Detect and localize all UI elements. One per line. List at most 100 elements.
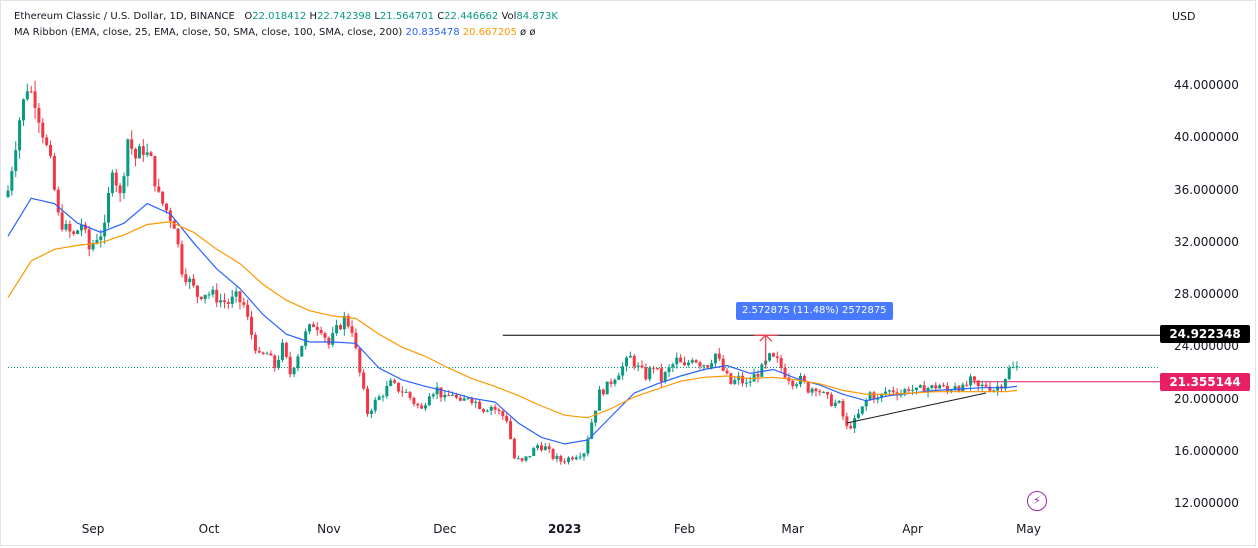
candle-body <box>358 348 362 373</box>
candle-body <box>822 392 826 394</box>
candle-body <box>493 406 497 410</box>
candle-body <box>335 325 339 334</box>
candle-body <box>385 385 389 397</box>
candle-body <box>327 337 331 345</box>
candle-body <box>655 368 659 370</box>
y-tick-label: 20.000000 <box>1174 391 1239 406</box>
candle-body <box>652 367 656 369</box>
candle-body <box>679 357 683 363</box>
candle-body <box>489 406 493 411</box>
price-range-measure-label: 2.572875 (11.48%) 2572875 <box>736 302 893 320</box>
candle-body <box>740 375 744 384</box>
candle-body <box>768 353 772 361</box>
candle-body <box>617 375 621 380</box>
candle-body <box>632 355 636 367</box>
candle-body <box>478 401 482 410</box>
candle-body <box>891 390 895 393</box>
candle-body <box>431 394 435 397</box>
x-tick-label: Dec <box>433 522 457 536</box>
candle-body <box>311 324 315 328</box>
y-tick-label: 16.000000 <box>1174 443 1239 458</box>
candle-body <box>447 394 451 396</box>
candle-body <box>903 389 907 394</box>
ma-ribbon-legend: MA Ribbon (EMA, close, 25, EMA, close, 5… <box>14 27 535 38</box>
candle-body <box>733 379 737 384</box>
candle-body <box>625 357 629 367</box>
candle-body <box>702 365 706 367</box>
candle-body <box>234 291 238 297</box>
candle-body <box>965 384 969 386</box>
candle-body <box>860 406 864 414</box>
candle-body <box>501 411 505 417</box>
candle-body <box>833 402 837 407</box>
candle-body <box>992 390 996 392</box>
candle-body <box>265 353 269 355</box>
candle-body <box>168 210 172 221</box>
candle-body <box>408 391 412 398</box>
candle-body <box>60 212 64 230</box>
x-tick-label: Mar <box>781 522 805 536</box>
candle-body <box>257 350 261 353</box>
candle-body <box>675 357 679 365</box>
candle-body <box>512 438 516 459</box>
symbol-legend: Ethereum Classic / U.S. Dollar, 1D, BINA… <box>14 11 558 22</box>
candle-body <box>373 399 377 411</box>
candle-body <box>671 364 675 368</box>
candle-body <box>694 360 698 363</box>
trendline <box>846 392 987 424</box>
candle-body <box>547 446 551 450</box>
candle-body <box>980 384 984 387</box>
x-tick-label: Feb <box>673 522 696 536</box>
candle-body <box>911 389 915 391</box>
candle-body <box>683 362 687 366</box>
candle-body <box>49 144 53 156</box>
candle-body <box>226 302 230 304</box>
candle-body <box>644 367 648 380</box>
candle-body <box>748 381 752 383</box>
candle-body <box>14 150 18 171</box>
high-value: 22.742398 <box>317 11 372 22</box>
candle-body <box>404 391 408 393</box>
low-value: 21.564701 <box>379 11 434 22</box>
candle-body <box>466 397 470 399</box>
candle-body <box>659 368 663 382</box>
candle-body <box>253 334 257 351</box>
lightning-icon[interactable]: ⚡ <box>1027 491 1047 511</box>
ma-line <box>7 221 1018 419</box>
candle-body <box>528 455 532 457</box>
candle-body <box>45 137 49 145</box>
candle-body <box>524 456 528 461</box>
candle-body <box>188 278 192 283</box>
candle-body <box>215 289 219 303</box>
candle-body <box>914 387 918 390</box>
volume-label: Vol <box>501 11 517 22</box>
candle-body <box>366 388 370 414</box>
candle-body <box>601 389 605 395</box>
candle-body <box>505 416 509 422</box>
y-tick-label: 44.000000 <box>1174 78 1239 92</box>
candle-body <box>242 302 246 305</box>
candle-body <box>884 391 888 394</box>
candle-body <box>389 380 393 386</box>
candle-body <box>760 364 764 377</box>
candle-body <box>338 325 342 330</box>
candle-body <box>176 228 180 245</box>
candle-body <box>887 390 891 392</box>
currency-label: USD <box>1172 10 1196 23</box>
candle-body <box>771 353 775 357</box>
candle-body <box>72 231 76 234</box>
candle-body <box>164 203 168 211</box>
candle-body <box>470 397 474 403</box>
candle-body <box>211 289 215 295</box>
candle-body <box>996 386 1000 391</box>
candle-body <box>424 405 428 409</box>
candle-body <box>10 170 14 191</box>
x-tick-label: Sep <box>81 522 105 536</box>
candle-body <box>481 409 485 412</box>
candle-body <box>516 458 520 460</box>
candle-body <box>222 300 226 303</box>
candle-body <box>551 449 555 459</box>
candle-body <box>172 220 176 229</box>
